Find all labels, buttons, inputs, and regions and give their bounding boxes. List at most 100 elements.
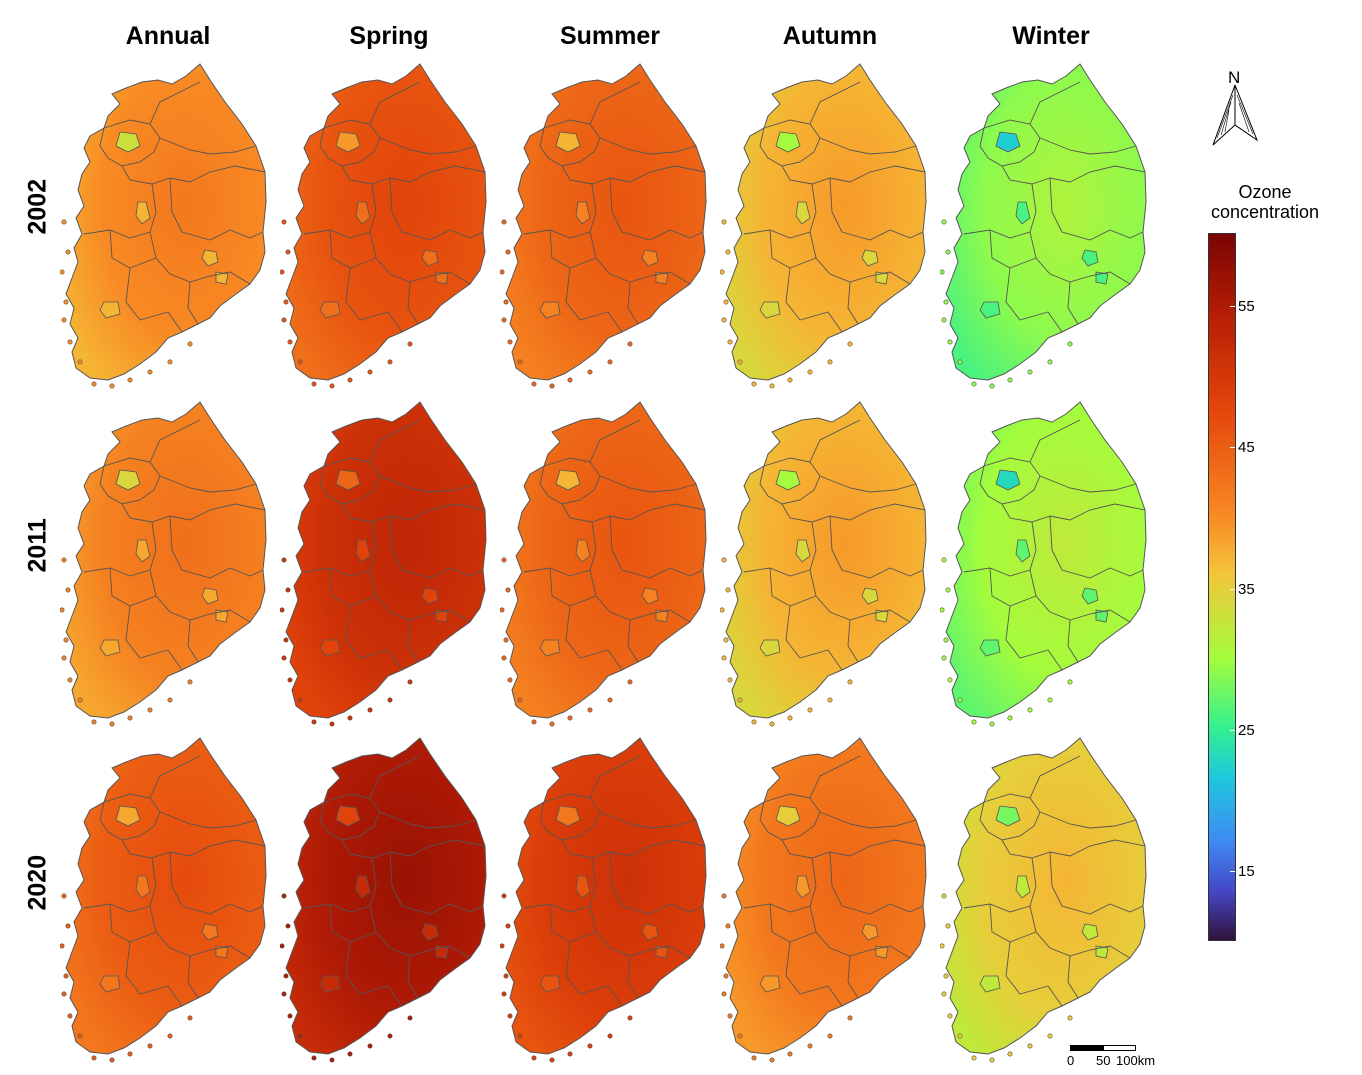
- province-border: [389, 515, 484, 579]
- island: [109, 1057, 115, 1063]
- island: [567, 1051, 573, 1057]
- city-area: [641, 587, 659, 605]
- island: [721, 317, 727, 323]
- province-border: [743, 521, 817, 577]
- province-border: [989, 229, 1037, 269]
- island: [947, 677, 953, 683]
- city-area: [421, 587, 439, 605]
- province-border: [549, 903, 597, 943]
- province-border: [83, 521, 157, 577]
- island: [769, 721, 775, 727]
- province-border: [819, 475, 917, 493]
- city-area: [641, 249, 659, 267]
- island: [941, 317, 947, 323]
- island: [737, 697, 743, 703]
- city-area: [795, 875, 811, 899]
- province-border: [187, 955, 199, 999]
- city-area: [201, 249, 219, 267]
- island: [347, 715, 353, 721]
- province-border: [989, 903, 1037, 943]
- province-border: [149, 755, 201, 799]
- province-border: [169, 177, 264, 241]
- province-border: [1039, 475, 1137, 493]
- scale-bar: [1070, 1045, 1136, 1051]
- island: [943, 299, 949, 305]
- island: [147, 1043, 153, 1049]
- province-border: [561, 839, 706, 859]
- island: [280, 607, 285, 613]
- province-border: [379, 475, 477, 493]
- province-border: [963, 521, 1037, 577]
- city-area: [1015, 201, 1031, 225]
- island: [109, 721, 115, 727]
- island: [1047, 697, 1053, 703]
- map-panel-2002-summer: [500, 62, 720, 392]
- island: [751, 719, 757, 725]
- island: [283, 637, 289, 643]
- province-border: [341, 165, 486, 185]
- province-border: [829, 851, 924, 915]
- island: [945, 923, 951, 929]
- map-panel-2002-spring: [280, 62, 500, 392]
- island: [280, 269, 285, 275]
- province-border: [1067, 281, 1079, 325]
- city-area: [861, 249, 879, 267]
- city-area: [575, 539, 591, 563]
- province-border: [1001, 165, 1146, 185]
- island: [63, 637, 69, 643]
- city-area: [861, 587, 879, 605]
- island: [1067, 679, 1073, 685]
- island: [77, 697, 83, 703]
- city-area: [99, 975, 121, 993]
- city-area: [775, 131, 801, 153]
- island: [1027, 1043, 1033, 1049]
- island: [945, 249, 951, 255]
- province-border: [1039, 137, 1137, 155]
- province-border: [407, 281, 419, 325]
- city-area: [335, 469, 361, 491]
- land-surface: [945, 737, 1147, 1055]
- island: [957, 359, 963, 365]
- island: [61, 317, 67, 323]
- column-title-summer: Summer: [559, 22, 661, 50]
- island: [91, 381, 97, 387]
- island: [91, 719, 97, 725]
- island: [281, 219, 287, 225]
- city-area: [135, 539, 151, 563]
- land-surface: [505, 737, 707, 1055]
- island: [67, 677, 73, 683]
- island: [940, 607, 945, 613]
- province-border: [83, 857, 157, 913]
- city-area: [355, 539, 371, 563]
- map-panel-2020-spring: [280, 736, 500, 1066]
- province-border: [109, 229, 157, 269]
- province-border: [539, 457, 601, 505]
- province-border: [407, 619, 419, 663]
- island: [941, 557, 947, 563]
- city-area: [979, 301, 1001, 319]
- island: [827, 1033, 833, 1039]
- column-title-winter: Winter: [1012, 22, 1090, 50]
- province-border: [319, 793, 381, 841]
- island: [720, 607, 725, 613]
- north-label: N: [1228, 68, 1241, 87]
- island: [1007, 715, 1013, 721]
- island: [807, 1043, 813, 1049]
- province-border: [769, 567, 817, 607]
- legend-title: Ozone concentration: [1200, 182, 1330, 222]
- province-border: [549, 567, 597, 607]
- province-border: [1005, 605, 1063, 671]
- map-panel-2020-autumn: [720, 736, 940, 1066]
- island: [407, 679, 413, 685]
- province-border: [83, 183, 157, 239]
- island: [941, 655, 947, 661]
- map-panel-2002-annual: [60, 62, 280, 392]
- island: [500, 607, 505, 613]
- island: [407, 1015, 413, 1021]
- land-surface: [505, 63, 707, 381]
- province-border: [609, 177, 704, 241]
- island: [283, 299, 289, 305]
- province-border: [523, 183, 597, 239]
- province-border: [125, 941, 183, 1007]
- island: [787, 1051, 793, 1057]
